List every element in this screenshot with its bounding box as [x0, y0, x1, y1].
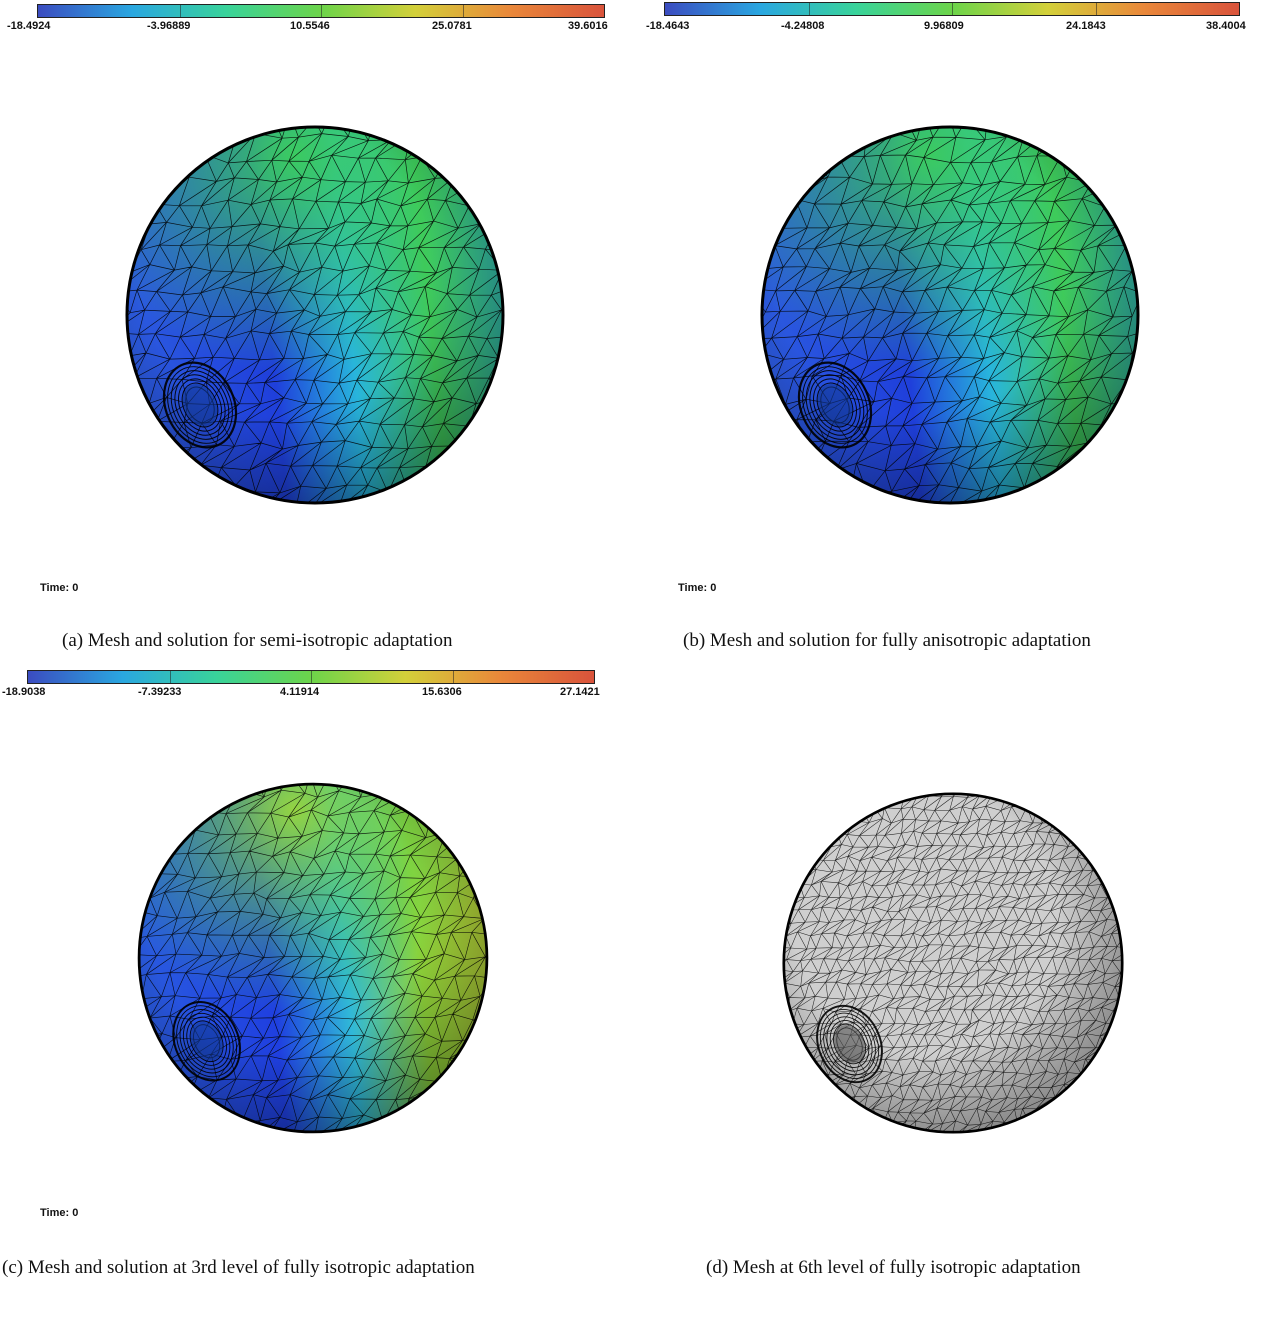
- colorbar-gradient: [37, 4, 605, 18]
- time-label: Time: 0: [40, 1207, 79, 1219]
- colorbar-label-1: -18.4924: [7, 20, 51, 32]
- panel-b: -18.4643 -4.24808 9.96809 24.1843 38.400…: [636, 0, 1271, 660]
- colorbar-label-5: 39.6016: [568, 20, 608, 32]
- colorbar-label-3: 9.96809: [924, 20, 964, 32]
- caption: (d) Mesh at 6th level of fully isotropic…: [706, 1257, 1081, 1278]
- colorbar-label-2: -7.39233: [138, 686, 182, 698]
- colorbar-b: -18.4643 -4.24808 9.96809 24.1843 38.400…: [646, 2, 1254, 32]
- colorbar-label-5: 38.4004: [1206, 20, 1246, 32]
- colorbar-gradient: [27, 670, 595, 684]
- colorbar-label-4: 25.0781: [432, 20, 472, 32]
- colorbar-label-4: 15.6306: [422, 686, 462, 698]
- colorbar-c: -18.9038 -7.39233 4.11914 15.6306 27.142…: [2, 670, 625, 700]
- colorbar-label-1: -18.4643: [646, 20, 690, 32]
- colorbar-label-3: 4.11914: [280, 686, 320, 698]
- colorbar-label-3: 10.5546: [290, 20, 330, 32]
- time-label: Time: 0: [40, 582, 79, 594]
- panel-d: (d) Mesh at 6th level of fully isotropic…: [636, 660, 1271, 1320]
- mesh-sphere-d: [782, 792, 1124, 1134]
- colorbar-label-2: -3.96889: [147, 20, 191, 32]
- colorbar-label-4: 24.1843: [1066, 20, 1106, 32]
- panel-a: -18.4924 -3.96889 10.5546 25.0781 39.601…: [0, 0, 635, 660]
- mesh-sphere-c: [137, 782, 489, 1134]
- caption: (a) Mesh and solution for semi-isotropic…: [62, 630, 453, 651]
- mesh-sphere-b: [760, 125, 1140, 505]
- colorbar-gradient: [664, 2, 1240, 16]
- colorbar-label-2: -4.24808: [781, 20, 825, 32]
- colorbar-a: -18.4924 -3.96889 10.5546 25.0781 39.601…: [7, 4, 625, 34]
- time-label: Time: 0: [678, 582, 717, 594]
- caption: (b) Mesh and solution for fully anisotro…: [683, 630, 1091, 651]
- caption: (c) Mesh and solution at 3rd level of fu…: [2, 1257, 475, 1278]
- mesh-sphere-a: [125, 125, 505, 505]
- colorbar-label-1: -18.9038: [2, 686, 46, 698]
- colorbar-label-5: 27.1421: [560, 686, 600, 698]
- panel-c: -18.9038 -7.39233 4.11914 15.6306 27.142…: [0, 660, 635, 1320]
